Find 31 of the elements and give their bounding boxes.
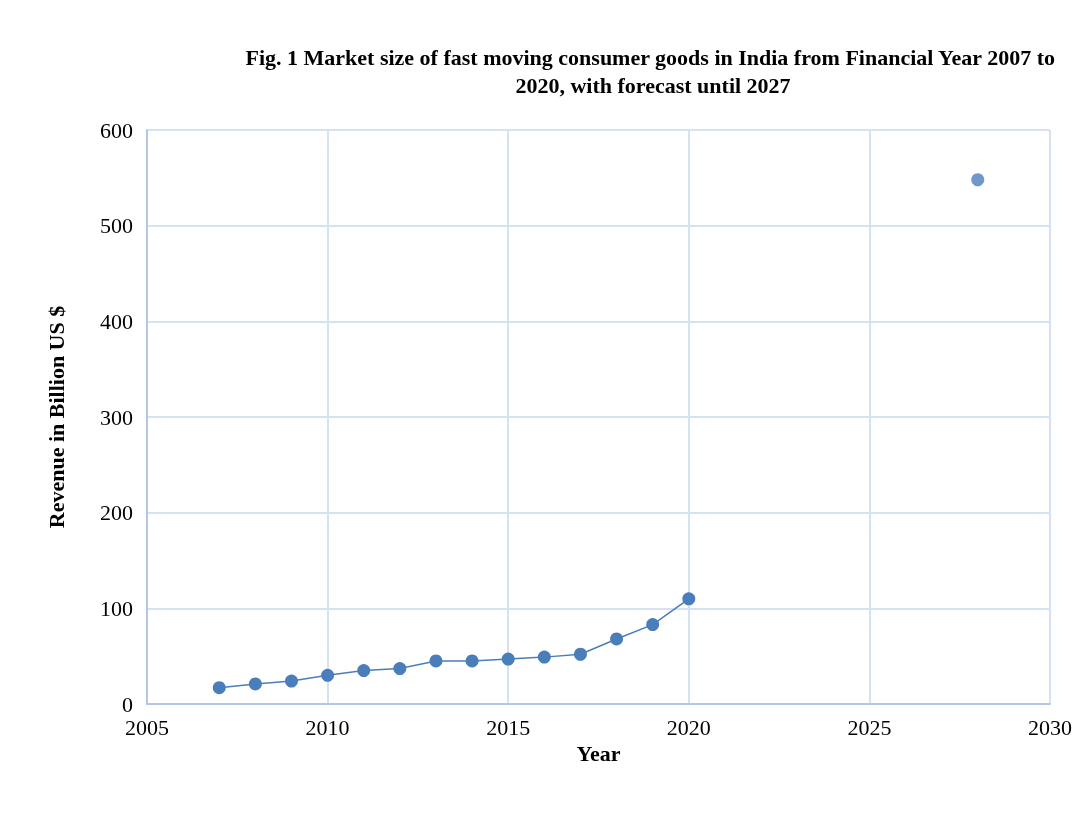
x-tick-label: 2010: [305, 714, 350, 740]
point: [573, 647, 587, 661]
y-tick-label: 0: [122, 691, 133, 717]
point: [646, 618, 660, 632]
point: [357, 664, 371, 678]
point: [321, 668, 335, 682]
chart-title: Fig. 1 Market size of fast moving consumer goods in India from Financial Year 2007 to 2020, with forecast until 2027: [245, 44, 1061, 98]
y-tick-label: 400: [100, 308, 133, 334]
point: [501, 652, 515, 666]
y-tick-label: 100: [100, 595, 133, 621]
x-tick-label: 2030: [1028, 714, 1072, 740]
x-axis-title: Year: [576, 741, 621, 767]
point: [212, 681, 226, 695]
point: [971, 173, 985, 187]
point: [284, 674, 298, 688]
y-tick-label: 200: [100, 500, 133, 526]
point: [610, 632, 624, 646]
y-tick-label: 600: [100, 117, 133, 143]
y-tick-label: 500: [100, 213, 133, 239]
x-tick-label: 2015: [486, 714, 531, 740]
point: [682, 592, 696, 606]
x-tick-label: 2020: [666, 714, 711, 740]
y-tick-label: 300: [100, 404, 133, 430]
point: [429, 654, 443, 668]
x-tick-label: 2025: [847, 714, 892, 740]
point: [537, 650, 551, 664]
y-axis-title: Revenue in Billion US $: [43, 305, 69, 529]
point: [393, 662, 407, 676]
x-tick-label: 2005: [125, 714, 169, 740]
point: [248, 677, 262, 691]
point: [465, 654, 479, 668]
